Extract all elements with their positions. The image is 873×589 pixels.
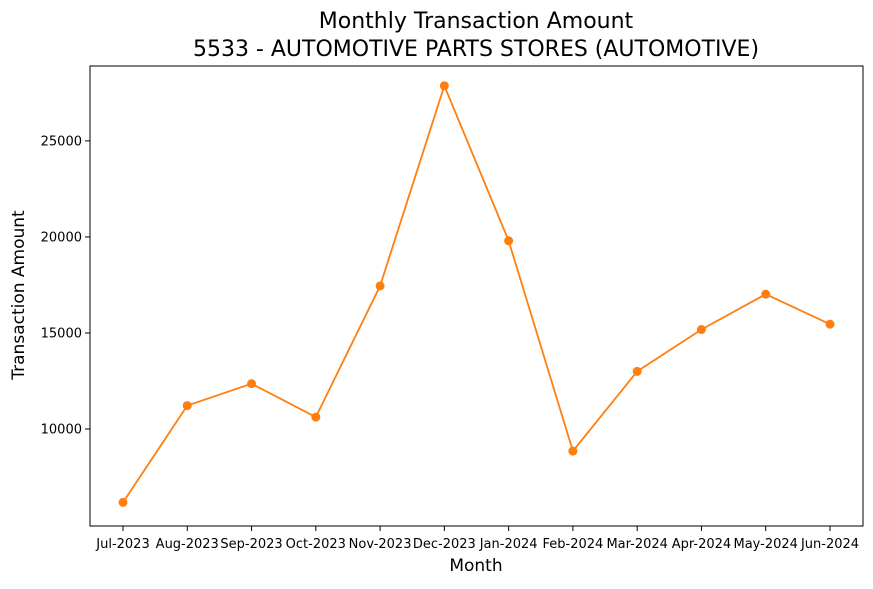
- data-point: [247, 379, 257, 389]
- x-tick-label: Jun-2024: [800, 537, 859, 552]
- y-tick-label: 10000: [41, 423, 82, 438]
- data-point: [761, 289, 771, 299]
- x-tick-label: Jan-2024: [479, 537, 538, 552]
- x-tick-label: Feb-2024: [543, 537, 604, 552]
- series-line: [122, 84, 831, 503]
- axis-ticks: Jul-2023 Aug-2023 Sep-2023 Oct-2023 Nov-2023…: [41, 134, 859, 552]
- y-tick-label: 20000: [41, 230, 82, 245]
- data-point: [439, 81, 449, 91]
- x-tick-label: Nov-2023: [349, 537, 412, 552]
- data-point: [118, 497, 128, 507]
- x-tick-label: Mar-2024: [606, 537, 667, 552]
- y-tick-label: 25000: [41, 134, 82, 149]
- series: [118, 81, 835, 507]
- y-tick-label: 15000: [41, 326, 82, 341]
- x-tick-label: Oct-2023: [286, 537, 346, 552]
- x-tick-label: Aug-2023: [156, 537, 219, 552]
- data-point: [632, 366, 642, 376]
- x-tick-label: Sep-2023: [220, 537, 282, 552]
- plot-frame: [89, 65, 864, 527]
- chart-subtitle: 5533 - AUTOMOTIVE PARTS STORES (AUTOMOTI…: [193, 37, 759, 62]
- x-tick-label: Jul-2023: [95, 537, 149, 552]
- data-point: [568, 446, 578, 456]
- data-point: [182, 401, 192, 411]
- chart-title: Monthly Transaction Amount: [319, 9, 634, 34]
- y-axis-label: Transaction Amount: [9, 210, 29, 381]
- x-tick-label: Dec-2023: [413, 537, 476, 552]
- data-point: [696, 325, 706, 335]
- data-point: [375, 281, 385, 291]
- x-tick-label: May-2024: [734, 537, 798, 552]
- x-tick-label: Apr-2024: [672, 537, 731, 552]
- data-point: [311, 412, 321, 422]
- data-point: [825, 319, 835, 329]
- data-point: [504, 236, 514, 246]
- x-axis-label: Month: [449, 556, 502, 576]
